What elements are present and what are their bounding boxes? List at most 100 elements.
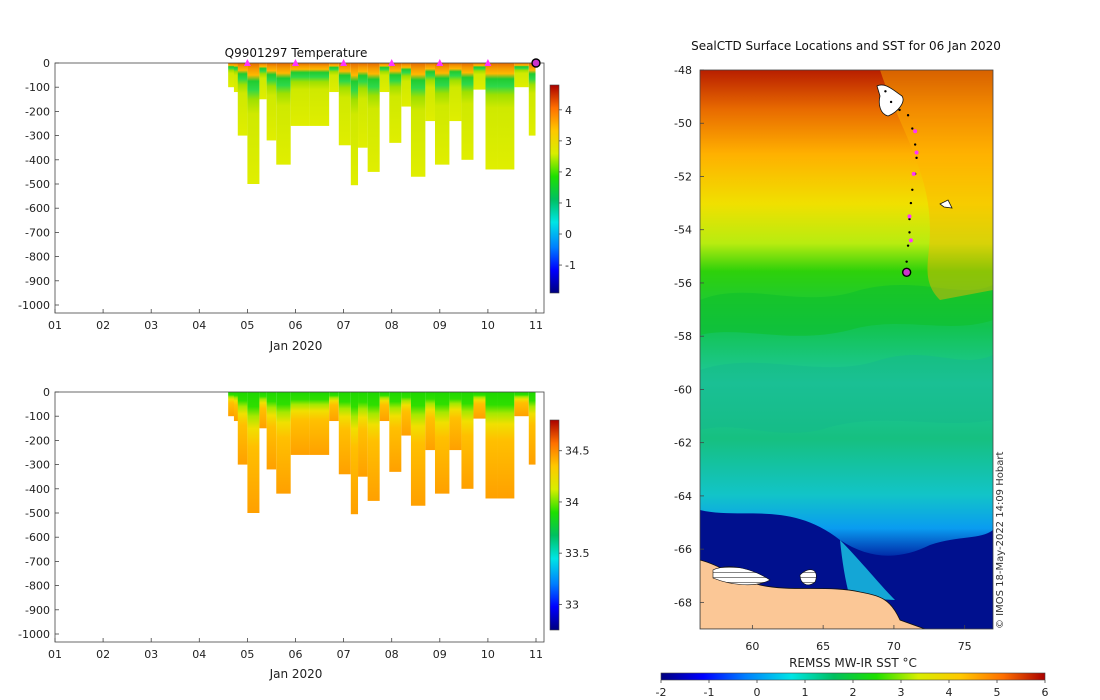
profile-column bbox=[266, 63, 277, 141]
lat-tick-label: -62 bbox=[674, 437, 692, 450]
profile-column bbox=[237, 63, 248, 136]
y-tick-label: -700 bbox=[25, 555, 50, 568]
day-marker bbox=[340, 59, 348, 66]
x-tick-label: 01 bbox=[48, 319, 62, 332]
day-marker bbox=[484, 59, 492, 66]
profile-column bbox=[497, 392, 515, 499]
profile-column bbox=[379, 63, 390, 93]
y-tick-label: -1000 bbox=[18, 628, 50, 641]
daily-position bbox=[914, 150, 919, 155]
profile-column bbox=[473, 63, 486, 90]
map-title: SealCTD Surface Locations and SST for 06… bbox=[691, 39, 1001, 53]
lat-tick-label: -56 bbox=[674, 277, 692, 290]
y-tick-label: -100 bbox=[25, 81, 50, 94]
temperature-profiles bbox=[228, 63, 536, 186]
track-point bbox=[906, 114, 910, 117]
lat-tick-label: -52 bbox=[674, 170, 692, 183]
lat-tick-label: -64 bbox=[674, 490, 692, 503]
profile-column bbox=[473, 392, 486, 419]
y-tick-label: -1000 bbox=[18, 299, 50, 312]
lat-tick-label: -48 bbox=[674, 64, 692, 77]
x-tick-label: 03 bbox=[144, 319, 158, 332]
sst-colorbar-ticks: -2 -1 0 1 2 3 4 5 6 bbox=[656, 680, 1049, 699]
colorbar-tick-label: 3 bbox=[565, 135, 572, 148]
x-tick-label: 06 bbox=[289, 648, 303, 661]
profile-column bbox=[514, 63, 529, 88]
track-point bbox=[908, 217, 911, 221]
profile-column bbox=[228, 392, 235, 417]
current-profile-marker bbox=[531, 58, 541, 68]
y-tick-label: -900 bbox=[25, 604, 50, 617]
x-tick-label: 03 bbox=[144, 648, 158, 661]
temperature-x-ticks: 01 02 03 04 05 06 07 08 09 10 11 bbox=[48, 309, 543, 332]
track-point bbox=[911, 188, 914, 191]
profile-column bbox=[461, 63, 474, 160]
x-tick-label: 05 bbox=[240, 648, 254, 661]
sst-green-band bbox=[700, 285, 993, 336]
sst-tick-label: 2 bbox=[850, 686, 857, 699]
y-tick-label: 0 bbox=[43, 386, 50, 399]
temperature-day-markers bbox=[243, 58, 541, 68]
track-point bbox=[913, 143, 917, 146]
x-tick-label: 04 bbox=[192, 648, 206, 661]
profile-column bbox=[389, 392, 402, 472]
lat-tick-label: -66 bbox=[674, 543, 692, 556]
profile-column bbox=[367, 392, 380, 501]
colorbar-tick-label: 34 bbox=[565, 496, 579, 509]
profile-column bbox=[401, 63, 411, 107]
temperature-colorbar bbox=[549, 84, 560, 294]
profile-column bbox=[233, 63, 240, 93]
profile-column bbox=[514, 392, 529, 417]
profile-column bbox=[497, 63, 515, 170]
profile-column bbox=[233, 392, 240, 422]
track-point bbox=[905, 260, 908, 263]
profile-column bbox=[309, 392, 330, 455]
profile-column bbox=[449, 392, 462, 451]
sst-tick-label: 5 bbox=[994, 686, 1001, 699]
profile-column bbox=[434, 392, 450, 494]
salinity-colorbar bbox=[549, 419, 560, 631]
y-tick-label: -600 bbox=[25, 531, 50, 544]
lon-tick-label: 60 bbox=[745, 640, 759, 653]
colorbar-tick-label: 34.5 bbox=[565, 445, 590, 458]
sst-tick-label: 1 bbox=[802, 686, 809, 699]
lat-tick-label: -68 bbox=[674, 596, 692, 609]
daily-position bbox=[913, 129, 918, 134]
x-tick-label: 09 bbox=[433, 648, 447, 661]
heard-island bbox=[939, 199, 953, 209]
profile-column bbox=[350, 392, 359, 515]
profile-column bbox=[329, 392, 339, 422]
profile-column bbox=[425, 63, 435, 122]
track-point bbox=[915, 156, 918, 160]
sst-tick-label: 6 bbox=[1042, 686, 1049, 699]
day-marker bbox=[388, 59, 396, 66]
profile-column bbox=[259, 392, 267, 429]
profile-column bbox=[290, 392, 310, 455]
current-position-marker bbox=[901, 267, 912, 278]
profile-column bbox=[338, 392, 351, 475]
salinity-profiles bbox=[228, 392, 536, 515]
profile-column bbox=[528, 392, 536, 465]
profile-column bbox=[259, 63, 267, 100]
ice-shelf bbox=[712, 566, 771, 586]
x-tick-label: 07 bbox=[337, 648, 351, 661]
track-point bbox=[898, 108, 901, 112]
y-tick-label: -300 bbox=[25, 459, 50, 472]
sst-tick-label: 0 bbox=[754, 686, 761, 699]
x-tick-label: 06 bbox=[289, 319, 303, 332]
map-lon-ticks: 60 65 70 75 bbox=[745, 625, 972, 653]
x-tick-label: 08 bbox=[385, 648, 399, 661]
track-point bbox=[889, 100, 893, 104]
sst-tick-label: 4 bbox=[946, 686, 953, 699]
profile-column bbox=[247, 63, 260, 184]
temperature-panel: Q9901297 Temperature 0 -100 -200 -300 -400 -5… bbox=[18, 46, 576, 353]
track-point bbox=[909, 201, 913, 205]
x-tick-label: 07 bbox=[337, 319, 351, 332]
colorbar-tick-label: 0 bbox=[565, 228, 572, 241]
sst-field bbox=[700, 70, 993, 629]
profile-column bbox=[358, 392, 368, 477]
seal-track bbox=[884, 90, 919, 278]
lon-tick-label: 75 bbox=[958, 640, 972, 653]
y-tick-label: -500 bbox=[25, 178, 50, 191]
colorbar-tick-label: 2 bbox=[565, 166, 572, 179]
